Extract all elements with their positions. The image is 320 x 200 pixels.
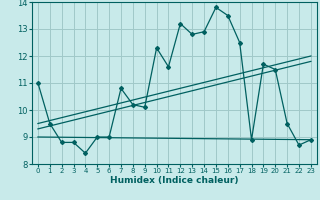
- X-axis label: Humidex (Indice chaleur): Humidex (Indice chaleur): [110, 176, 239, 185]
